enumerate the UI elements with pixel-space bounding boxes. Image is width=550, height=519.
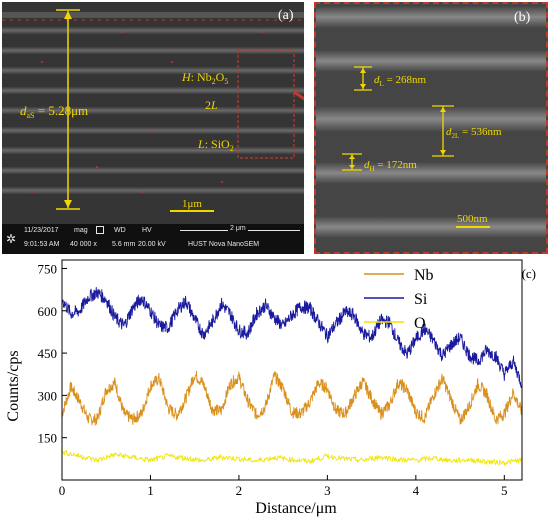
zoom-region-box	[237, 49, 295, 159]
h-layer-label: H: Nb2O5	[181, 70, 228, 86]
x-tick-label: 4	[413, 483, 420, 498]
y-tick-label: 600	[38, 304, 58, 319]
sem-image-cross-section-graphic: daS = 5.28μm H: Nb2O5 2L L: SiO2 1μm	[2, 2, 304, 224]
x-tick-label: 5	[501, 483, 508, 498]
l-layer-label: L: SiO2	[197, 137, 234, 153]
sem-hv-label: HV	[142, 227, 152, 234]
x-tick-label: 1	[147, 483, 154, 498]
series-layer	[61, 287, 523, 467]
sem-wd-value: 5.6 mm	[112, 241, 136, 248]
x-axis-ticks: 0 1 2 3 4 5	[59, 475, 508, 498]
scale-label-b: 500nm	[457, 213, 488, 225]
x-tick-label: 2	[236, 483, 243, 498]
sem-scale-label: 2 μm	[228, 225, 248, 232]
noise-dots	[31, 31, 263, 193]
legend-label-si: Si	[414, 291, 428, 308]
fei-logo-icon: ✲	[6, 232, 17, 246]
layer-stripes	[2, 12, 304, 195]
series-line-nb	[61, 370, 523, 426]
dh-label: dH = 172nm	[364, 159, 417, 173]
line-scan-chart-svg: 0 1 2 3 4 5 150 300 450 600 750 Nb Si O (c) Distanc…	[5, 259, 536, 517]
y-tick-label: 750	[38, 261, 58, 276]
sem-image-cross-section: daS = 5.28μm H: Nb2O5 2L L: SiO2 1μm (a)…	[2, 2, 304, 254]
sem-instrument: HUST Nova NanoSEM	[188, 241, 260, 248]
panel-letter-c: (c)	[522, 266, 536, 281]
scale-label-a: 1μm	[182, 198, 202, 210]
legend: Nb Si O	[364, 267, 434, 332]
sem-info-bar: ✲ 11/23/2017 9:01:53 AM mag 40 000 x WD …	[2, 224, 304, 254]
x-tick-label: 3	[324, 483, 331, 498]
y-tick-label: 300	[38, 388, 58, 403]
y-tick-label: 450	[38, 346, 58, 361]
y-tick-label: 150	[38, 431, 58, 446]
legend-label-o: O	[414, 315, 426, 332]
sem-time: 9:01:53 AM	[24, 241, 60, 248]
sem-date: 11/23/2017	[24, 227, 59, 234]
zoom-layer-stripes	[316, 6, 546, 238]
x-tick-label: 0	[59, 483, 66, 498]
x-axis-label: Distance/μm	[255, 500, 337, 517]
panel-letter-b: (b)	[514, 10, 531, 25]
d2l-dimension	[432, 105, 454, 157]
y-axis-label: Counts/cps	[5, 350, 22, 421]
sem-image-zoom: dL = 268nm d2L = 536nm dH = 172nm 500nm …	[314, 2, 548, 254]
sem-wd-label: WD	[114, 227, 126, 234]
square-icon	[96, 226, 104, 234]
line-scan-chart: 0 1 2 3 4 5 150 300 450 600 750 Nb Si O (c) Distanc…	[0, 256, 550, 519]
total-thickness-arrow	[56, 9, 80, 210]
d2l-label: d2L = 536nm	[446, 126, 502, 140]
sem-mag-label: mag	[74, 227, 88, 234]
panel-letter-a: (a)	[278, 8, 294, 23]
plot-frame	[61, 259, 523, 481]
sem-mag-value: 40 000 x	[70, 241, 97, 248]
series-line-o	[61, 449, 523, 467]
zoom-arrow	[293, 90, 304, 101]
dl-label: dL = 268nm	[374, 74, 426, 88]
total-thickness-label: daS = 5.28μm	[20, 103, 88, 120]
legend-label-nb: Nb	[414, 267, 434, 284]
two-l-label: 2L	[205, 98, 218, 112]
sem-hv-value: 20.00 kV	[138, 241, 166, 248]
y-axis-ticks: 150 300 450 600 750	[38, 261, 67, 446]
sem-image-zoom-graphic: dL = 268nm d2L = 536nm dH = 172nm 500nm	[316, 6, 546, 238]
series-line-si	[61, 287, 523, 390]
